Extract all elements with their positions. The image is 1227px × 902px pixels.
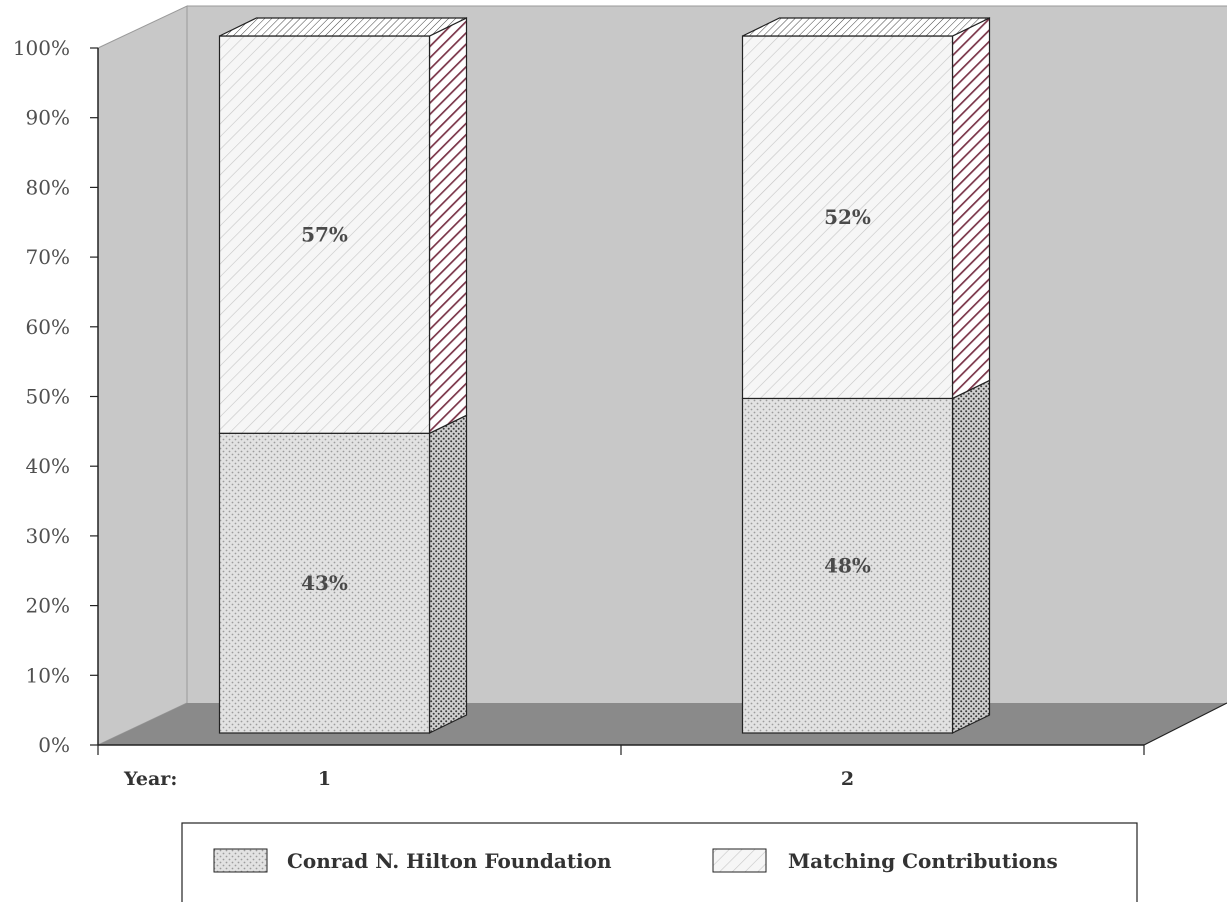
y-tick-label: 0% [38,733,70,757]
y-tick-label: 30% [26,524,70,548]
bar-segment-matching [741,35,954,400]
x-axis-labels: Year: 1 2 [123,768,854,790]
data-label: 48% [824,554,871,578]
bar-top [219,17,467,37]
bar-top [742,17,990,37]
legend-label-hilton: Conrad N. Hilton Foundation [287,849,612,873]
y-tick-label: 40% [26,454,70,478]
bar-side-hilton [428,414,468,734]
data-label: 57% [301,223,348,247]
x-axis-ticks [97,745,1145,755]
legend: Conrad N. Hilton Foundation Matching Con… [181,822,1138,902]
x-axis-prefix-label: Year: [123,768,177,790]
x-category-label: 2 [841,768,854,790]
y-tick-label: 70% [26,245,70,269]
x-category-label: 1 [318,768,331,790]
bar-side-hilton [951,379,991,734]
floor-front-right-edge [1143,702,1227,746]
y-axis-ticks: 0% 10% 20% 30% 40% 50% 60% 70% 80% 90% 100% [13,36,98,757]
bar-segment-hilton [741,397,954,734]
y-tick-label: 10% [26,663,70,687]
side-wall [97,5,188,746]
legend-label-matching: Matching Contributions [788,849,1058,873]
legend-swatch-hilton [213,848,268,873]
data-label: 52% [824,205,871,229]
legend-box [181,822,1138,902]
legend-swatch-matching [712,848,767,873]
y-tick-label: 100% [13,36,70,60]
y-tick-label: 90% [26,106,70,130]
y-tick-label: 50% [26,385,70,409]
y-tick-label: 20% [26,594,70,618]
data-label: 43% [301,571,348,595]
y-tick-label: 80% [26,175,70,199]
bar-side-matching [951,17,991,400]
bar-stack-1: 43% 57% [218,17,468,734]
bar-series: 43% 57% 48% 52% [218,17,991,734]
bar-stack-2: 48% 52% [741,17,991,734]
bar-side-matching [428,17,468,435]
y-tick-label: 60% [26,315,70,339]
